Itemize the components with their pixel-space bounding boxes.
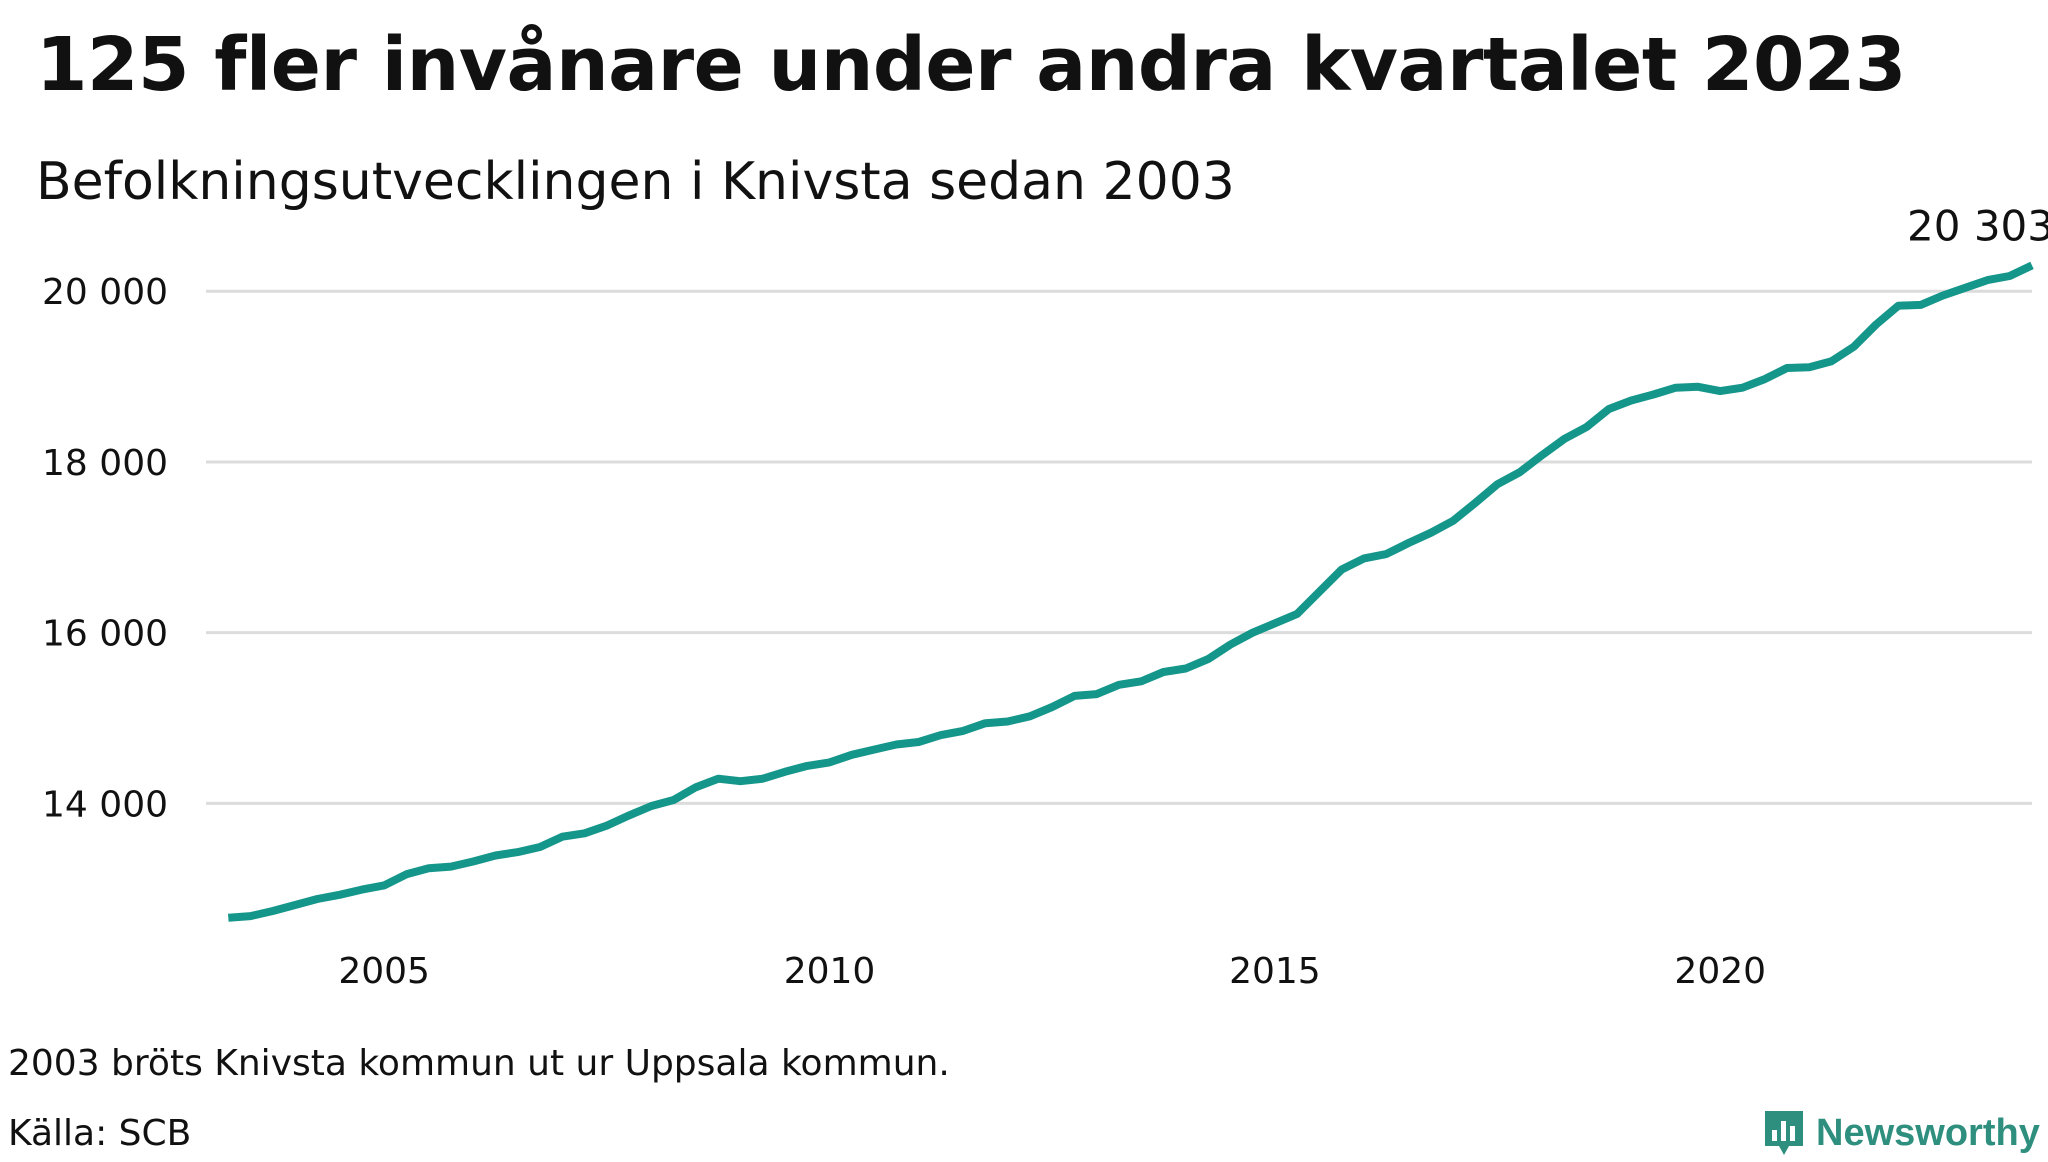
chart-subtitle: Befolkningsutvecklingen i Knivsta sedan … xyxy=(36,152,1235,212)
brand-name: Newsworthy xyxy=(1816,1111,2040,1154)
newsworthy-logo: Newsworthy xyxy=(1762,1104,2040,1162)
y-tick-label: 14 000 xyxy=(42,784,168,825)
source-label: Källa: SCB xyxy=(8,1113,192,1154)
x-tick-label: 2010 xyxy=(784,951,876,992)
footnote: 2003 bröts Knivsta kommun ut ur Uppsala … xyxy=(8,1043,950,1084)
x-axis-ticks: 2005 2010 2015 2020 xyxy=(338,951,1766,992)
bar-chart-icon xyxy=(1765,1111,1803,1155)
end-value-label: 20 303 xyxy=(1907,201,2048,250)
x-tick-label: 2020 xyxy=(1674,951,1766,992)
y-axis-ticks: 14 000 16 000 18 000 20 000 xyxy=(42,272,168,825)
line-chart: 14 000 16 000 18 000 20 000 2005 2010 2015 202… xyxy=(42,201,2048,992)
annotations: 20 303 xyxy=(1907,201,2048,250)
y-tick-label: 18 000 xyxy=(42,443,168,484)
x-tick-label: 2015 xyxy=(1229,951,1321,992)
y-tick-label: 16 000 xyxy=(42,614,168,655)
gridlines xyxy=(206,289,2032,805)
x-tick-label: 2005 xyxy=(338,951,430,992)
y-tick-label: 20 000 xyxy=(42,272,168,313)
series xyxy=(227,261,2034,922)
chart-title: 125 fler invånare under andra kvartalet … xyxy=(36,22,1906,108)
series-line xyxy=(227,261,2034,922)
